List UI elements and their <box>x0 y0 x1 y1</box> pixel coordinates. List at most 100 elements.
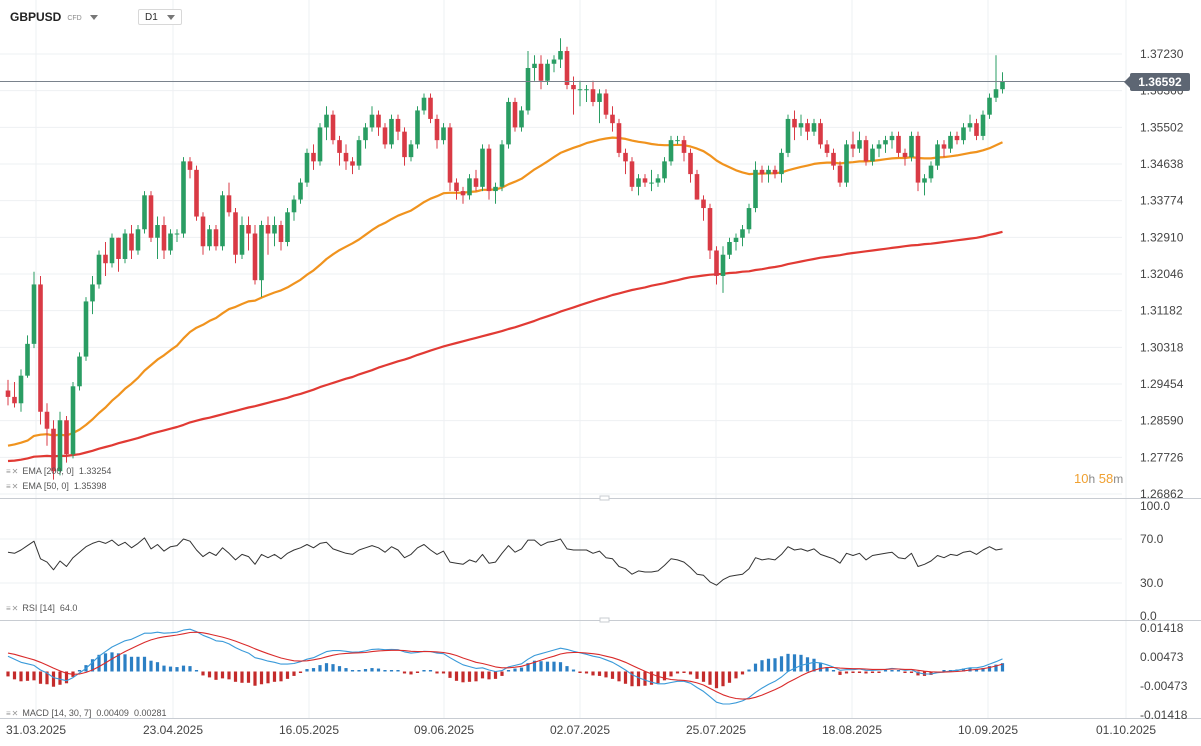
macd-histogram-bar <box>506 670 511 672</box>
last-price-value: 1.36592 <box>1138 75 1182 89</box>
axes: 1.372301.363661.355021.346381.337741.329… <box>0 47 1201 737</box>
candle-body <box>77 356 82 387</box>
candle <box>96 250 102 289</box>
candle <box>278 220 284 251</box>
candle <box>701 195 706 221</box>
candle <box>38 275 43 425</box>
macd-histogram-bar <box>636 671 641 687</box>
candle <box>83 297 89 361</box>
candle-body <box>610 114 615 124</box>
candle-body <box>642 178 648 183</box>
candle <box>356 135 362 170</box>
candle-body <box>746 208 752 230</box>
macd-tick-label: 0.00473 <box>1140 650 1184 664</box>
candle-body <box>532 63 537 69</box>
macd-legend-label: MACD [14, 30, 7] <box>22 708 92 718</box>
macd-histogram-bar <box>565 666 569 672</box>
rsi-polyline <box>7 537 1003 586</box>
candle-body <box>967 123 973 128</box>
candle-body <box>902 152 908 158</box>
symbol-type: CFD <box>67 14 82 22</box>
candle <box>187 157 193 179</box>
candle-body <box>681 140 687 153</box>
candle-body <box>376 114 381 128</box>
candle-body <box>311 152 316 162</box>
candle-body <box>720 254 726 276</box>
macd-histogram-bar <box>604 671 608 678</box>
macd-histogram-bar <box>344 668 348 672</box>
settings-close-icon[interactable]: ≡✕ <box>6 466 20 476</box>
candle <box>785 114 791 158</box>
macd-legend[interactable]: ≡✕ MACD [14, 30, 7] 0.00409 0.00281 <box>6 708 167 718</box>
candle-body <box>512 101 518 128</box>
ema50-legend[interactable]: ≡✕ EMA [50, 0] 1.35398 <box>6 481 106 491</box>
macd-histogram-bar <box>181 665 186 672</box>
macd-histogram-bar <box>214 671 218 680</box>
candle-body <box>129 233 134 251</box>
macd-histogram-bar <box>422 670 426 672</box>
chevron-down-icon[interactable] <box>89 14 98 20</box>
rsi-panel <box>0 537 1122 586</box>
candle-body <box>785 118 791 153</box>
candle-body <box>467 178 472 196</box>
timeframe-select[interactable]: D1 <box>138 9 182 25</box>
macd-histogram-bar <box>220 671 225 679</box>
candle <box>818 118 823 149</box>
macd-histogram-bar <box>233 671 238 682</box>
macd-histogram-bar <box>669 671 673 677</box>
symbol-selector[interactable]: GBPUSD CFD <box>10 8 98 26</box>
candle <box>226 182 232 217</box>
countdown-hours-unit: h <box>1088 472 1096 486</box>
macd-histogram-bar <box>779 656 784 672</box>
candle-body <box>38 284 43 412</box>
candle <box>974 118 979 141</box>
candle <box>12 382 17 408</box>
candle <box>850 131 856 158</box>
macd-histogram-bar <box>851 671 855 673</box>
candle-body <box>915 135 921 183</box>
candle <box>720 246 726 293</box>
candle-body <box>987 97 992 115</box>
rsi-legend[interactable]: ≡✕ RSI [14] 64.0 <box>6 603 77 613</box>
candle-body <box>389 118 394 145</box>
macd-histogram-bar <box>994 664 998 672</box>
candle <box>642 174 648 187</box>
candle-body <box>415 110 420 145</box>
candle <box>766 165 771 183</box>
macd-histogram-bar <box>773 658 777 672</box>
settings-close-icon[interactable]: ≡✕ <box>6 708 20 718</box>
candle <box>512 97 518 132</box>
candle <box>161 216 167 259</box>
candle-body <box>142 195 147 230</box>
candle <box>714 246 719 285</box>
candle-body <box>844 144 849 183</box>
candle-body <box>44 411 50 429</box>
macd-histogram-bar <box>792 654 797 672</box>
settings-close-icon[interactable]: ≡✕ <box>6 603 20 613</box>
macd-histogram-bar <box>552 661 556 672</box>
candle-body <box>122 233 128 259</box>
settings-close-icon[interactable]: ≡✕ <box>6 481 20 491</box>
candle-body <box>675 140 680 142</box>
macd-histogram-bar <box>201 671 205 676</box>
candle <box>779 148 784 183</box>
candle <box>200 212 206 255</box>
macd-histogram-bar <box>558 662 563 672</box>
candle-body <box>811 123 817 132</box>
candle-body <box>486 148 492 192</box>
candle <box>538 55 544 90</box>
candle-body <box>519 110 524 128</box>
candle-body <box>493 186 498 192</box>
ema200-legend[interactable]: ≡✕ EMA [200, 0] 1.33254 <box>6 466 111 476</box>
candle <box>876 140 882 158</box>
candle-body <box>174 233 180 235</box>
candle <box>694 169 700 200</box>
candle <box>44 403 50 446</box>
candle <box>623 148 628 175</box>
candle <box>558 38 563 69</box>
macd-histogram-bar <box>701 671 706 682</box>
candle <box>577 80 583 107</box>
candle-body <box>1000 81 1005 90</box>
candle <box>213 225 219 251</box>
